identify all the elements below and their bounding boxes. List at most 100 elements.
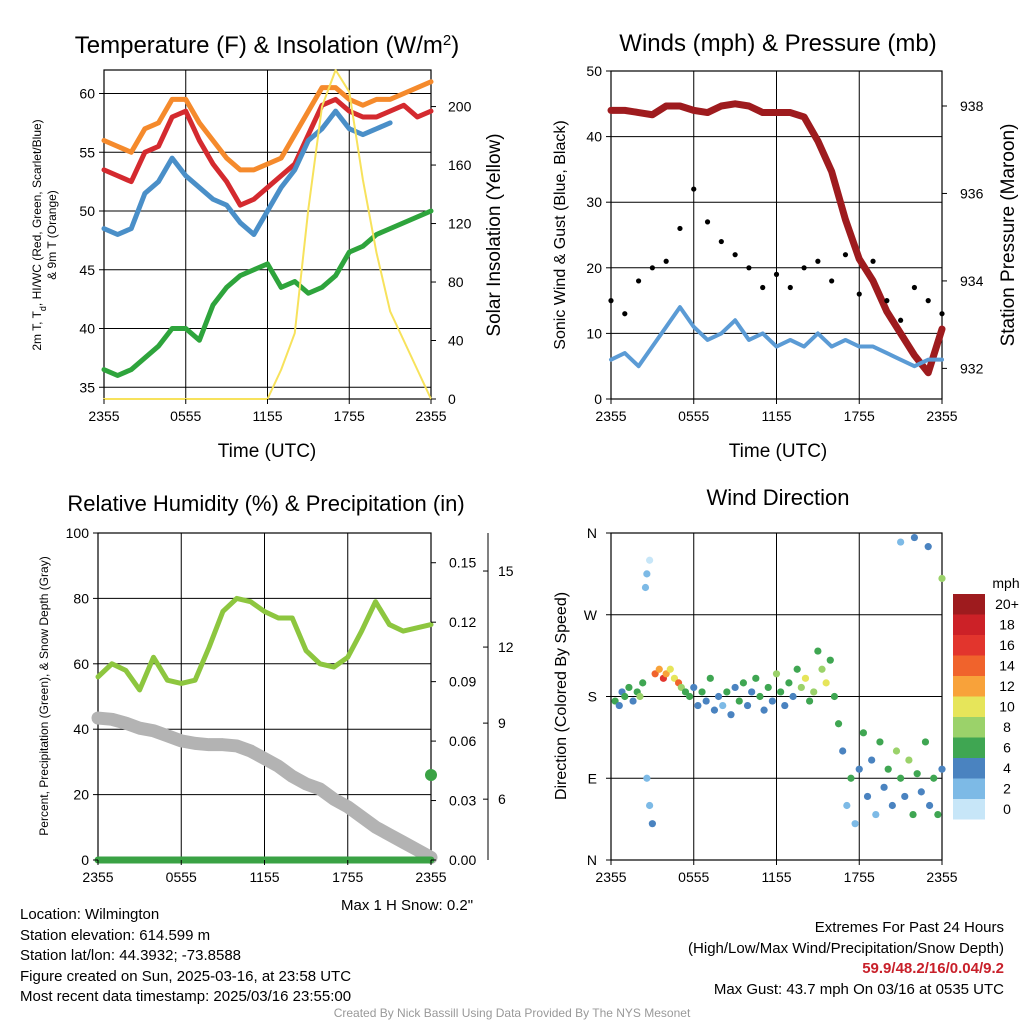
direction-point [868, 756, 876, 764]
direction-point [843, 801, 851, 810]
direction-point [797, 683, 805, 692]
series-wind_chill [101, 108, 393, 237]
legend-label: 4 [1003, 760, 1011, 776]
direction-point [702, 697, 710, 705]
y2-axis-tick-label: 934 [960, 273, 984, 289]
gust-point [898, 317, 904, 323]
series-snow [91, 711, 438, 864]
extremes-legend: (High/Low/Max Wind/Precipitation/Snow De… [688, 939, 1004, 957]
y-axis-tick-label: 55 [79, 144, 95, 160]
gust-point [842, 252, 849, 258]
y-axis-label-line1: 2m T, Td, HI/WC (Red, Green, Scarlet/Blu… [30, 119, 48, 350]
y-axis-tick-label: 30 [586, 194, 602, 210]
direction-point [872, 810, 880, 819]
direction-point [892, 747, 901, 755]
y-axis-tick-label: 20 [73, 787, 89, 803]
chart-title: Temperature (F) & Insolation (W/m2) [75, 32, 459, 60]
direction-point [625, 683, 633, 692]
direction-point [834, 720, 843, 728]
direction-point [748, 688, 756, 696]
direction-point [646, 801, 654, 810]
direction-point [636, 692, 644, 701]
direction-point [884, 765, 892, 773]
legend-label: 2 [1003, 781, 1011, 797]
direction-point [731, 683, 739, 692]
extremes-info: Extremes For Past 24 Hours (High/Low/Max… [688, 918, 1004, 1000]
snow-axis-tick-label: 9 [498, 715, 506, 731]
direction-point [735, 697, 743, 705]
direction-point [814, 647, 822, 655]
direction-point [777, 688, 785, 696]
y2-axis-label: Solar Insolation (Yellow) [484, 133, 505, 336]
precip-axis-tick-label: 0.12 [449, 614, 476, 630]
x-tick-label: 0555 [678, 408, 709, 424]
chart-title: Winds (mph) & Pressure (mb) [619, 30, 936, 57]
precip-axis-tick-label: 0.03 [449, 793, 476, 809]
y-axis-tick-label: 0 [594, 391, 602, 407]
direction-point [651, 670, 659, 678]
y-axis-tick-label: 20 [586, 260, 602, 276]
location-text: Location: Wilmington [20, 906, 160, 923]
legend-label: 0 [1003, 801, 1011, 817]
direction-point [727, 711, 735, 719]
series-temp_9m [101, 79, 434, 173]
direction-point [714, 692, 723, 701]
x-tick-label: 1155 [249, 869, 279, 885]
precip-axis-tick-label: 0.06 [449, 733, 476, 749]
direction-point [897, 774, 905, 782]
direction-point [930, 774, 938, 782]
direction-point [801, 674, 810, 682]
x-tick-label: 0555 [170, 408, 201, 424]
series-temp_2m [101, 96, 434, 208]
gust-point [704, 219, 711, 225]
y-axis-tick-label: 10 [586, 325, 602, 341]
x-tick-label: 2355 [82, 869, 113, 885]
y2-axis-tick-label: 938 [960, 98, 984, 114]
gust-point [746, 265, 752, 271]
direction-point [897, 538, 905, 546]
gust-point [884, 298, 890, 304]
direction-point [760, 706, 768, 714]
direction-point [768, 697, 776, 705]
temperature-panel: Temperature (F) & Insolation (W/m2) 2355 0… [30, 32, 505, 463]
y-axis-tick-label: 45 [79, 262, 95, 278]
direction-point [670, 674, 679, 682]
direction-point [743, 701, 752, 710]
legend-swatch [953, 676, 985, 697]
x-tick-label: 1155 [252, 408, 282, 424]
gust-point [856, 291, 862, 297]
legend-swatch [953, 696, 985, 717]
direction-point [686, 692, 694, 701]
direction-point [826, 656, 834, 664]
direction-point [917, 788, 925, 796]
x-tick-label: 2355 [595, 408, 626, 424]
series-wind [609, 305, 944, 369]
x-tick-label: 2355 [415, 408, 446, 424]
direction-point [694, 701, 702, 710]
direction-point [806, 697, 814, 705]
direction-point [810, 688, 818, 696]
created-text: Figure created on Sun, 2025-03-16, at 23… [20, 967, 352, 985]
y-axis-tick-label: 0 [81, 852, 89, 868]
legend-swatch [953, 778, 985, 799]
y-axis-tick-label: N [587, 852, 597, 868]
y2-axis-tick-label: 936 [960, 185, 984, 201]
y-axis-tick-label: 50 [586, 63, 602, 79]
snow-axis-tick-label: 12 [498, 639, 514, 655]
legend-label: 20+ [995, 596, 1019, 612]
precip-axis-tick-label: 0.15 [449, 555, 476, 571]
direction-point [681, 688, 690, 696]
chart-title: Wind Direction [706, 485, 849, 510]
gust-point [677, 225, 683, 232]
extremes-heading: Extremes For Past 24 Hours [814, 919, 1004, 936]
series-rh [95, 595, 434, 693]
direction-point [901, 792, 909, 801]
direction-point [690, 683, 698, 692]
snow-axis-tick-label: 6 [498, 791, 506, 807]
y-axis-label: Percent, Precipitation (Green), & Snow D… [37, 556, 51, 835]
x-tick-label: 1755 [844, 408, 875, 424]
gust-point [815, 258, 821, 264]
gust-point [649, 265, 655, 271]
legend-label: 12 [999, 678, 1015, 694]
y-axis-tick-label: 40 [73, 721, 89, 737]
